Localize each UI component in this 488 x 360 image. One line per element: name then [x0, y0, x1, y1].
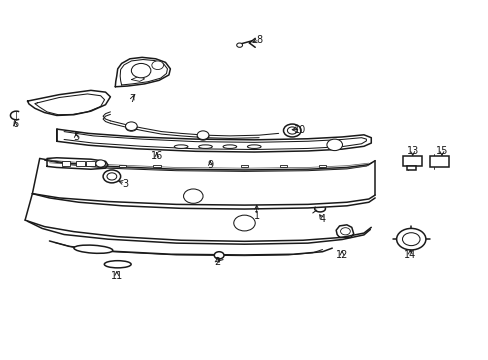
Circle shape: [283, 124, 301, 137]
Bar: [240, 165, 248, 167]
Circle shape: [197, 131, 208, 139]
Circle shape: [402, 233, 419, 246]
Bar: [406, 166, 415, 170]
Circle shape: [152, 61, 163, 69]
Text: 9: 9: [207, 160, 213, 170]
Text: 12: 12: [335, 250, 347, 260]
Text: 13: 13: [406, 146, 418, 156]
Text: 8: 8: [256, 35, 262, 45]
Bar: [119, 165, 126, 167]
Bar: [76, 161, 85, 166]
Ellipse shape: [223, 145, 236, 148]
Ellipse shape: [104, 261, 131, 268]
Text: 10: 10: [294, 125, 306, 135]
Circle shape: [396, 228, 425, 250]
Circle shape: [183, 189, 203, 203]
Text: 3: 3: [122, 179, 128, 189]
Circle shape: [96, 160, 105, 167]
Text: 14: 14: [404, 249, 416, 260]
Circle shape: [326, 139, 342, 150]
Text: 7: 7: [129, 94, 135, 104]
Bar: [402, 156, 421, 166]
Text: 15: 15: [435, 146, 447, 156]
Bar: [86, 161, 95, 166]
Bar: [153, 165, 160, 167]
Bar: [429, 156, 448, 167]
Ellipse shape: [198, 145, 212, 148]
Circle shape: [340, 228, 349, 235]
Text: 5: 5: [73, 132, 79, 142]
Circle shape: [287, 127, 297, 134]
Text: 6: 6: [12, 120, 19, 129]
Text: 16: 16: [150, 150, 163, 161]
Ellipse shape: [247, 145, 261, 148]
Circle shape: [214, 252, 224, 259]
Circle shape: [125, 122, 137, 131]
Circle shape: [131, 63, 151, 78]
Circle shape: [233, 215, 255, 231]
Text: 4: 4: [319, 215, 325, 224]
Bar: [61, 161, 70, 166]
Text: 1: 1: [253, 211, 259, 221]
Ellipse shape: [74, 245, 113, 253]
Circle shape: [107, 173, 117, 180]
Bar: [279, 165, 287, 167]
Text: 2: 2: [214, 257, 221, 267]
Ellipse shape: [174, 145, 187, 148]
Text: 11: 11: [110, 271, 122, 281]
Circle shape: [236, 43, 242, 47]
Circle shape: [103, 170, 121, 183]
Bar: [318, 165, 326, 167]
